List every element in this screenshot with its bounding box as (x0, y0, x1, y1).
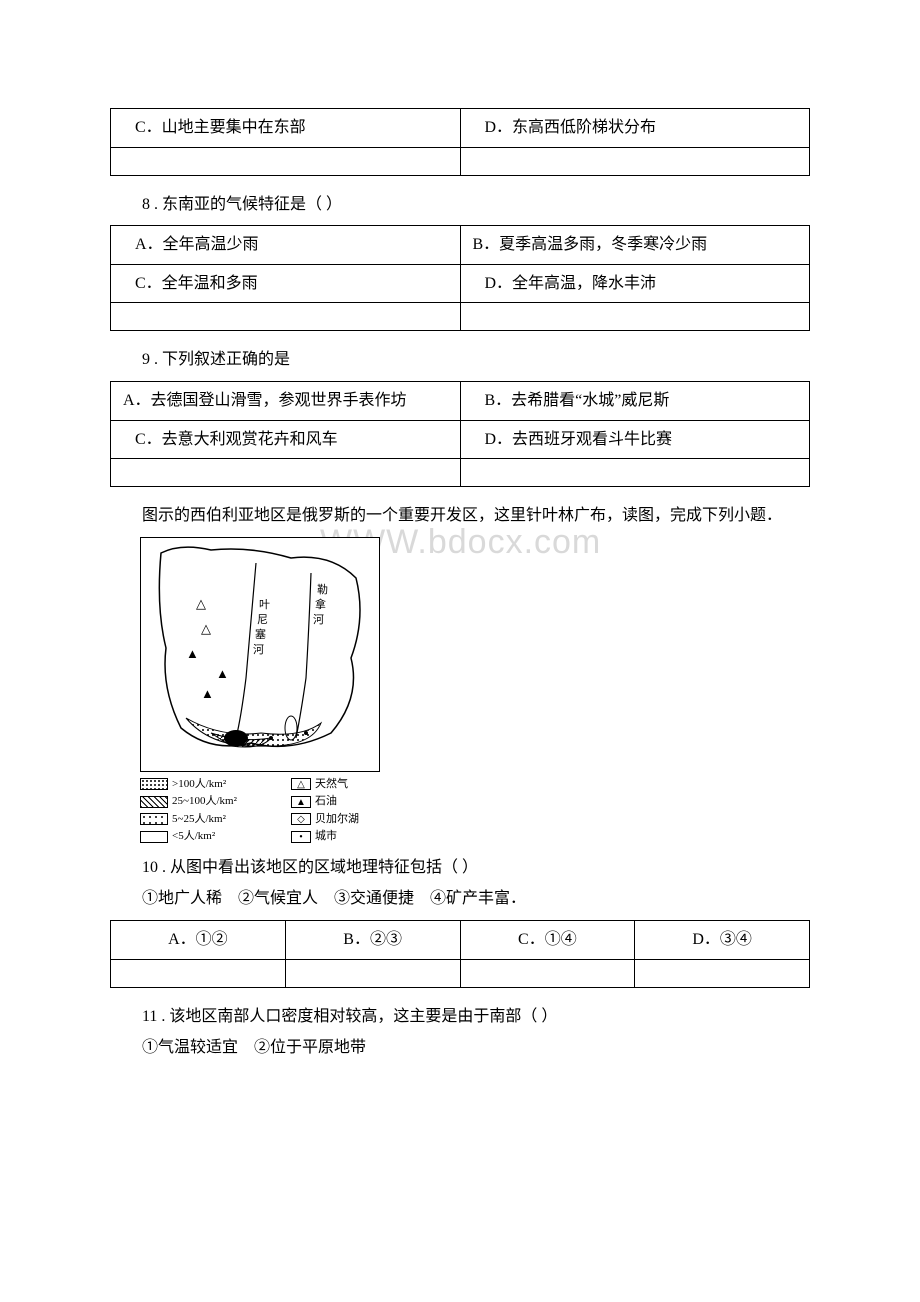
legend-swatch-100 (140, 778, 168, 790)
svg-text:△: △ (201, 621, 211, 636)
svg-text:塞: 塞 (255, 627, 266, 641)
q8-option-c[interactable]: C．全年温和多雨 (111, 264, 461, 303)
legend-sym-oil: ▲ (291, 796, 311, 808)
q10-empty-4 (635, 959, 810, 987)
q8-options-table: A．全年高温少雨 B．夏季高温多雨，冬季寒冷少雨 C．全年温和多雨 D．全年高温… (110, 225, 810, 331)
svg-text:▲: ▲ (201, 686, 214, 701)
q9-option-d[interactable]: D．去西班牙观看斗牛比赛 (460, 420, 810, 459)
svg-text:拿: 拿 (315, 597, 326, 611)
q10-option-d[interactable]: D．③④ (635, 920, 810, 959)
legend-label-25-100: 25~100人/km² (172, 793, 237, 810)
map-legend: >100人/km² △ 天然气 25~100人/km² ▲ 石油 5~25人/k… (140, 772, 420, 845)
svg-text:河: 河 (313, 613, 324, 626)
legend-label-lake: 贝加尔湖 (315, 811, 359, 828)
q10-empty-3 (460, 959, 635, 987)
q10-option-c[interactable]: C．①④ (460, 920, 635, 959)
q8-stem: 8 . 东南亚的气候特征是（ ） (110, 192, 810, 218)
q7-empty-cell-2 (460, 147, 810, 175)
siberia-map: 叶 尼 塞 河 勒 拿 河 △ △ ▲ ▲ ▲ (140, 537, 380, 772)
q10-empty-1 (111, 959, 286, 987)
q9-option-c[interactable]: C．去意大利观赏花卉和风车 (111, 420, 461, 459)
q10-stem: 10 . 从图中看出该地区的区域地理特征包括（ ） (110, 855, 810, 881)
legend-label-oil: 石油 (315, 793, 337, 810)
q8-option-a[interactable]: A．全年高温少雨 (111, 226, 461, 265)
svg-text:▲: ▲ (186, 646, 199, 661)
river-label-2: 勒 (317, 583, 328, 596)
map-svg: 叶 尼 塞 河 勒 拿 河 △ △ ▲ ▲ ▲ (141, 538, 380, 772)
q7-option-c[interactable]: C．山地主要集中在东部 (111, 109, 461, 148)
legend-sym-lake: ◇ (291, 813, 311, 825)
legend-label-gas: 天然气 (315, 776, 348, 793)
q8-option-b[interactable]: B．夏季高温多雨，冬季寒冷少雨 (460, 226, 810, 265)
q8-empty-cell-1 (111, 303, 461, 331)
legend-label-city: 城市 (315, 828, 337, 845)
river-label-1: 叶 (259, 598, 270, 611)
q10-option-a[interactable]: A．①② (111, 920, 286, 959)
siberia-figure: WWW.bdocx.com 叶 尼 塞 河 (140, 537, 420, 845)
legend-label-100: >100人/km² (172, 776, 226, 793)
q7-option-d[interactable]: D．东高西低阶梯状分布 (460, 109, 810, 148)
legend-label-5-25: 5~25人/km² (172, 811, 226, 828)
q9-stem: 9 . 下列叙述正确的是 (110, 347, 810, 373)
svg-text:△: △ (196, 596, 206, 611)
q9-option-b[interactable]: B．去希腊看“水城”威尼斯 (460, 381, 810, 420)
q9-empty-cell-2 (460, 459, 810, 487)
q7-empty-cell-1 (111, 147, 461, 175)
q11-stem: 11 . 该地区南部人口密度相对较高，这主要是由于南部（ ） (110, 1004, 810, 1030)
q9-options-table: A．去德国登山滑雪，参观世界手表作坊 B．去希腊看“水城”威尼斯 C．去意大利观… (110, 381, 810, 487)
q9-option-a[interactable]: A．去德国登山滑雪，参观世界手表作坊 (111, 381, 461, 420)
siberia-passage: 图示的西伯利亚地区是俄罗斯的一个重要开发区，这里针叶林广布，读图，完成下列小题． (110, 503, 810, 529)
q10-empty-2 (285, 959, 460, 987)
q10-options-table: A．①② B．②③ C．①④ D．③④ (110, 920, 810, 988)
q7-options-table: C．山地主要集中在东部 D．东高西低阶梯状分布 (110, 108, 810, 176)
q8-option-d[interactable]: D．全年高温，降水丰沛 (460, 264, 810, 303)
svg-text:尼: 尼 (257, 613, 268, 626)
legend-sym-city: • (291, 831, 311, 843)
legend-swatch-25-100 (140, 796, 168, 808)
legend-sym-gas: △ (291, 778, 311, 790)
legend-swatch-5-25 (140, 813, 168, 825)
q10-items: ①地广人稀 ②气候宜人 ③交通便捷 ④矿产丰富． (110, 886, 810, 912)
svg-text:河: 河 (253, 643, 264, 656)
q8-empty-cell-2 (460, 303, 810, 331)
q9-empty-cell-1 (111, 459, 461, 487)
q11-items: ①气温较适宜 ②位于平原地带 (110, 1035, 810, 1061)
svg-text:▲: ▲ (216, 666, 229, 681)
legend-swatch-lt5 (140, 831, 168, 843)
legend-label-lt5: <5人/km² (172, 828, 215, 845)
q10-option-b[interactable]: B．②③ (285, 920, 460, 959)
